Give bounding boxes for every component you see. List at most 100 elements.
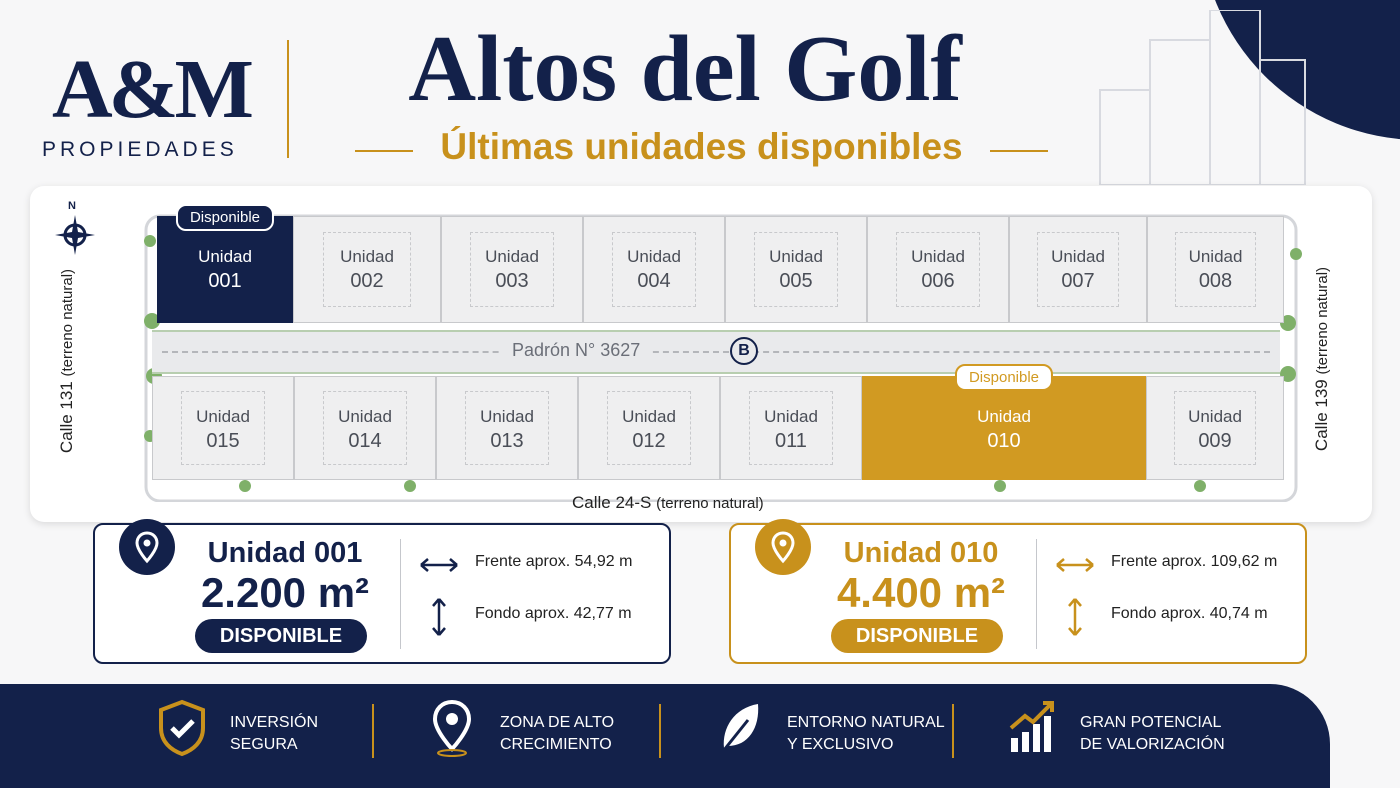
unit-number: 013 (490, 430, 524, 452)
unit: Unidad 015 (152, 376, 294, 480)
unit-number: 003 (495, 270, 529, 292)
unit: Unidad 010 Disponible (862, 364, 1146, 480)
unit-inner (323, 391, 407, 465)
unit: Unidad 013 (436, 376, 578, 480)
unit-number: 006 (921, 270, 955, 292)
unit: Unidad 002 (293, 216, 441, 323)
unit-number: 011 (775, 430, 807, 452)
unit-label: Unidad (340, 247, 394, 266)
card-area: 4.400 m² (836, 569, 1006, 616)
buildings-illustration (1099, 10, 1306, 185)
unit-inner (465, 391, 549, 465)
separator (952, 704, 954, 758)
feature-text: INVERSIÓN SEGURA (230, 712, 318, 756)
padron-label: Padrón N° 3627 (502, 340, 651, 361)
unit-label: Unidad (1051, 247, 1105, 266)
unit-number: 014 (348, 430, 382, 452)
dimension: Frente aprox. 54,92 m (475, 553, 632, 571)
unit: Unidad 009 (1146, 376, 1284, 480)
unit-number: 001 (208, 270, 242, 292)
card-status: DISPONIBLE (195, 619, 367, 653)
separator (400, 539, 401, 649)
street-note: (terreno natural) (59, 268, 77, 377)
street-label: Calle 131 (terreno natural) (57, 269, 77, 453)
unit-inner (1175, 231, 1256, 308)
feature-line: INVERSIÓN (230, 714, 319, 731)
depth-arrow (432, 598, 446, 636)
feature-text: ENTORNO NATURAL Y EXCLUSIVO (787, 712, 945, 756)
title: Altos del Golf (408, 17, 962, 121)
unit-number: 015 (206, 430, 240, 452)
dimension-label: Fondo aprox. (475, 605, 570, 622)
unit-inner (896, 231, 980, 308)
unit: Unidad 011 (720, 376, 862, 480)
unit-label: Unidad (338, 407, 392, 426)
unit-label: Unidad (627, 247, 681, 266)
dimension: Fondo aprox. 42,77 m (475, 605, 632, 623)
unit: Unidad 012 (578, 376, 720, 480)
badge: Disponible (175, 204, 275, 231)
unit-inner (612, 231, 696, 308)
unit-inner (607, 391, 691, 465)
compass-label: N (68, 200, 76, 212)
feature-icon (432, 699, 472, 757)
dimension: Fondo aprox. 40,74 m (1111, 605, 1268, 623)
unit-inner (323, 231, 411, 308)
street-name: Calle 24-S (572, 493, 652, 512)
separator (372, 704, 374, 758)
unit-inner (1174, 391, 1256, 465)
unit-label: Unidad (764, 407, 818, 426)
unit-number: 008 (1198, 270, 1233, 292)
feature-line: CRECIMIENTO (500, 736, 612, 753)
feature-line: ENTORNO NATURAL (787, 714, 945, 731)
logo-mark: A&M (52, 43, 254, 136)
separator (1036, 539, 1037, 649)
unit-number: 005 (779, 270, 813, 292)
dimension-label: Fondo aprox. (1111, 605, 1206, 622)
compass (55, 215, 95, 255)
unit-label: Unidad (198, 247, 252, 266)
unit: Unidad 004 (583, 216, 725, 323)
unit-inner (749, 391, 833, 465)
road-centerline (162, 351, 1270, 353)
road: Padrón N° 3627 B (152, 330, 1280, 374)
unit: Unidad 003 (441, 216, 583, 323)
unit-inner (470, 231, 554, 308)
unit-number: 004 (637, 270, 671, 292)
unit-label: Unidad (1188, 407, 1242, 426)
site-plan: N Padrón N° 3627 B Calle 131 (terreno na… (30, 186, 1372, 522)
separator (287, 40, 289, 158)
width-arrow (1056, 558, 1094, 572)
logo-subtitle: PROPIEDADES (42, 138, 238, 161)
unit-label: Unidad (622, 407, 676, 426)
unit: Unidad 007 (1009, 216, 1147, 323)
unit-number: 012 (632, 430, 666, 452)
unit-label: Unidad (196, 407, 250, 426)
block-label: B (730, 337, 758, 365)
pin-icon (119, 519, 175, 575)
unit-label: Unidad (1188, 247, 1243, 266)
dimension-value: 109,62 m (1210, 553, 1278, 570)
unit-label: Unidad (769, 247, 823, 266)
unit-label: Unidad (485, 247, 539, 266)
pin-icon (755, 519, 811, 575)
width-arrow (420, 558, 458, 572)
feature-text: GRAN POTENCIAL DE VALORIZACIÓN (1080, 712, 1225, 756)
unit: Unidad 006 (867, 216, 1009, 323)
feature-line: DE VALORIZACIÓN (1080, 736, 1225, 753)
card-title: Unidad 010 (843, 537, 999, 569)
dimension-value: 42,77 m (573, 605, 632, 622)
footer: INVERSIÓN SEGURA ZONA DE ALTO CRECIMIENTO EN… (0, 684, 1330, 788)
street-name: Calle 139 (1312, 379, 1332, 452)
subtitle: Últimas unidades disponibles (355, 126, 1048, 168)
unit-label: Unidad (977, 407, 1031, 426)
unit-card: Unidad 001 2.200 m² DISPONIBLE Frente aprox… (93, 519, 671, 664)
feature-line: SEGURA (230, 736, 298, 753)
unit-inner (181, 391, 265, 465)
dimension-label: Frente aprox. (475, 553, 571, 570)
street-note: (terreno natural) (656, 495, 764, 512)
unit-number: 010 (987, 430, 1021, 452)
unit: Unidad 014 (294, 376, 436, 480)
